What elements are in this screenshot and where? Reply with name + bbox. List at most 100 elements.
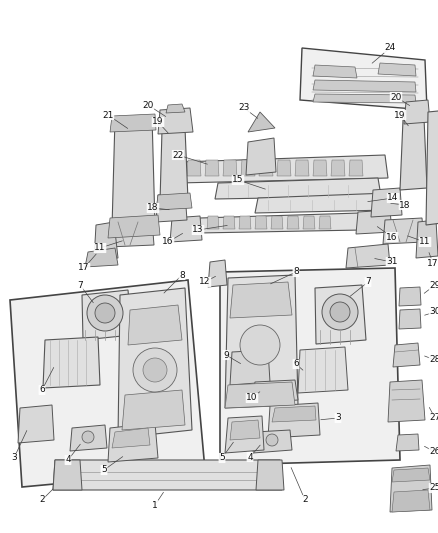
Polygon shape <box>255 193 390 213</box>
Polygon shape <box>112 428 150 448</box>
Text: 11: 11 <box>94 244 106 253</box>
Polygon shape <box>248 112 275 132</box>
Text: 29: 29 <box>429 280 438 289</box>
Polygon shape <box>287 216 299 229</box>
Text: 20: 20 <box>142 101 154 109</box>
Text: 10: 10 <box>246 393 258 402</box>
Polygon shape <box>166 104 185 113</box>
Polygon shape <box>404 100 430 124</box>
Polygon shape <box>85 248 118 267</box>
Circle shape <box>87 295 123 331</box>
Polygon shape <box>349 160 363 176</box>
Text: 17: 17 <box>78 263 90 272</box>
Polygon shape <box>392 468 430 482</box>
Text: 14: 14 <box>387 193 399 203</box>
Circle shape <box>322 294 358 330</box>
Text: 18: 18 <box>147 204 159 213</box>
Text: 18: 18 <box>399 200 411 209</box>
Polygon shape <box>246 138 276 175</box>
Polygon shape <box>295 160 309 176</box>
Polygon shape <box>331 160 345 176</box>
Text: 16: 16 <box>386 232 398 241</box>
Circle shape <box>330 302 350 322</box>
Polygon shape <box>272 406 316 422</box>
Polygon shape <box>215 178 381 199</box>
Polygon shape <box>390 465 432 512</box>
Text: 3: 3 <box>11 454 17 463</box>
Text: 11: 11 <box>419 238 431 246</box>
Polygon shape <box>315 285 366 344</box>
Polygon shape <box>108 220 154 247</box>
Text: 4: 4 <box>65 456 71 464</box>
Polygon shape <box>156 193 187 222</box>
Text: 9: 9 <box>223 351 229 359</box>
Polygon shape <box>223 160 237 176</box>
Polygon shape <box>241 160 255 176</box>
Polygon shape <box>378 63 416 76</box>
Polygon shape <box>313 65 357 78</box>
Polygon shape <box>230 282 292 318</box>
Text: 5: 5 <box>219 454 225 463</box>
Polygon shape <box>53 460 282 490</box>
Polygon shape <box>313 94 416 103</box>
Polygon shape <box>158 108 193 134</box>
Text: 26: 26 <box>429 448 438 456</box>
Polygon shape <box>225 416 264 453</box>
Text: 3: 3 <box>335 414 341 423</box>
Polygon shape <box>122 390 185 430</box>
Text: 2: 2 <box>39 496 45 505</box>
Polygon shape <box>108 423 158 462</box>
Polygon shape <box>230 350 270 385</box>
Polygon shape <box>207 216 219 229</box>
Polygon shape <box>400 118 427 190</box>
Text: 19: 19 <box>394 110 406 119</box>
Text: 20: 20 <box>390 93 402 101</box>
Polygon shape <box>277 160 291 176</box>
Polygon shape <box>170 216 202 242</box>
Polygon shape <box>239 216 251 229</box>
Polygon shape <box>208 260 227 287</box>
Circle shape <box>133 348 177 392</box>
Circle shape <box>240 325 280 365</box>
Text: 8: 8 <box>179 271 185 279</box>
Text: 25: 25 <box>429 483 438 492</box>
Polygon shape <box>268 403 320 438</box>
Text: 6: 6 <box>39 385 45 394</box>
Polygon shape <box>156 193 192 210</box>
Polygon shape <box>271 216 283 229</box>
Circle shape <box>266 434 278 446</box>
Polygon shape <box>383 218 424 244</box>
Polygon shape <box>223 216 235 229</box>
Polygon shape <box>70 425 107 451</box>
Polygon shape <box>187 160 201 176</box>
Polygon shape <box>259 160 273 176</box>
Text: 22: 22 <box>173 150 184 159</box>
Text: 12: 12 <box>199 278 211 287</box>
Polygon shape <box>160 128 188 202</box>
Text: 13: 13 <box>192 225 204 235</box>
Polygon shape <box>303 216 315 229</box>
Text: 30: 30 <box>429 308 438 317</box>
Polygon shape <box>313 80 416 92</box>
Polygon shape <box>255 216 267 229</box>
Polygon shape <box>225 275 298 408</box>
Polygon shape <box>110 114 156 132</box>
Polygon shape <box>392 490 430 512</box>
Polygon shape <box>256 460 284 490</box>
Polygon shape <box>371 188 402 217</box>
Polygon shape <box>399 287 421 306</box>
Text: 28: 28 <box>429 356 438 365</box>
Text: 19: 19 <box>152 117 164 126</box>
Polygon shape <box>298 347 348 393</box>
Circle shape <box>143 358 167 382</box>
Circle shape <box>95 303 115 323</box>
Text: 24: 24 <box>385 44 396 52</box>
Text: 17: 17 <box>427 259 438 268</box>
Polygon shape <box>396 434 419 451</box>
Polygon shape <box>43 337 100 388</box>
Text: 15: 15 <box>232 175 244 184</box>
Polygon shape <box>220 268 400 465</box>
Text: 4: 4 <box>247 453 253 462</box>
Polygon shape <box>300 48 427 110</box>
Text: 21: 21 <box>102 110 114 119</box>
